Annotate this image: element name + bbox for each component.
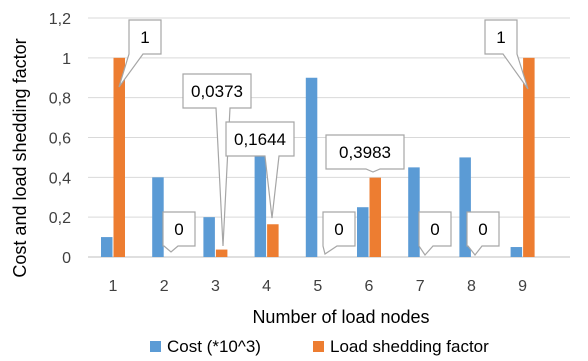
data-label-box <box>182 73 252 247</box>
cost-bar <box>305 77 318 257</box>
y-axis-title: Cost and load shedding factor <box>10 38 30 277</box>
data-label-text: 0 <box>334 220 343 239</box>
data-label-callout: 0 <box>466 211 500 256</box>
data-label-box <box>325 134 405 173</box>
load-shedding-bar <box>267 224 279 257</box>
data-label-text: 0 <box>174 220 183 239</box>
y-tick-label: 1 <box>62 51 71 68</box>
y-axis-ticks: 0 0,2 0,4 0,6 0,8 1 1,2 <box>49 11 71 267</box>
data-label-box <box>225 121 295 219</box>
data-label-callout: 0 <box>322 211 356 255</box>
cost-bar <box>510 247 523 257</box>
data-label-callout: 0,1644 <box>225 121 295 219</box>
cost-bar <box>254 153 267 257</box>
x-tick-label: 6 <box>365 278 374 295</box>
y-tick-label: 0,6 <box>49 131 71 148</box>
data-label-text: 0 <box>478 220 487 239</box>
legend-label: Cost (*10^3) <box>167 337 261 356</box>
data-label-callout: 0 <box>162 211 196 253</box>
cost-bar <box>408 167 420 257</box>
x-axis-title: Number of load nodes <box>252 307 429 327</box>
data-label-text: 0,1644 <box>234 130 286 149</box>
data-label-text: 0,3983 <box>339 143 391 162</box>
x-tick-label: 2 <box>160 278 169 295</box>
data-label-callout: 0 <box>418 211 452 256</box>
data-label-callout: 0,0373 <box>182 73 252 247</box>
x-tick-label: 1 <box>109 278 118 295</box>
data-labels: 1 0 0,0373 0,1644 0 0,3983 0 0 1 <box>118 19 529 256</box>
x-tick-label: 4 <box>262 278 271 295</box>
data-label-text: 0 <box>430 220 439 239</box>
bars <box>101 57 535 258</box>
y-tick-label: 0,4 <box>49 170 71 187</box>
cost-bar <box>357 207 369 257</box>
legend: Cost (*10^3) Load shedding factor <box>150 337 489 356</box>
cost-bar <box>203 217 215 257</box>
legend-swatch <box>313 341 324 352</box>
cost-bar <box>152 177 164 257</box>
data-label-box <box>418 211 452 256</box>
x-tick-label: 7 <box>416 278 425 295</box>
data-label-callout: 0,3983 <box>325 134 405 173</box>
data-label-callout: 1 <box>118 19 162 88</box>
x-tick-label: 5 <box>313 278 322 295</box>
legend-label: Load shedding factor <box>330 337 489 356</box>
x-tick-label: 3 <box>211 278 220 295</box>
legend-swatch <box>150 341 161 352</box>
cost-bar <box>101 237 113 257</box>
cost-bar <box>459 157 471 257</box>
data-label-text: 0,0373 <box>191 82 243 101</box>
load-shedding-bar <box>215 249 228 257</box>
data-label-box <box>322 211 356 255</box>
load-shedding-bar <box>369 177 381 257</box>
y-tick-label: 1,2 <box>49 11 71 28</box>
y-tick-label: 0 <box>62 250 71 267</box>
x-tick-label: 8 <box>467 278 476 295</box>
y-tick-label: 0,8 <box>49 91 71 108</box>
load-shedding-bar <box>113 57 125 258</box>
y-tick-label: 0,2 <box>49 210 71 227</box>
x-tick-label: 9 <box>518 278 527 295</box>
data-label-box <box>484 19 529 90</box>
data-label-text: 1 <box>140 28 149 47</box>
data-label-box <box>162 211 196 253</box>
x-axis-ticks: 1 2 3 4 5 6 7 8 9 <box>109 278 528 295</box>
data-label-box <box>118 19 162 88</box>
data-label-text: 1 <box>496 28 505 47</box>
data-label-callout: 1 <box>484 19 529 90</box>
load-shedding-bar <box>523 57 535 258</box>
data-label-box <box>466 211 500 256</box>
